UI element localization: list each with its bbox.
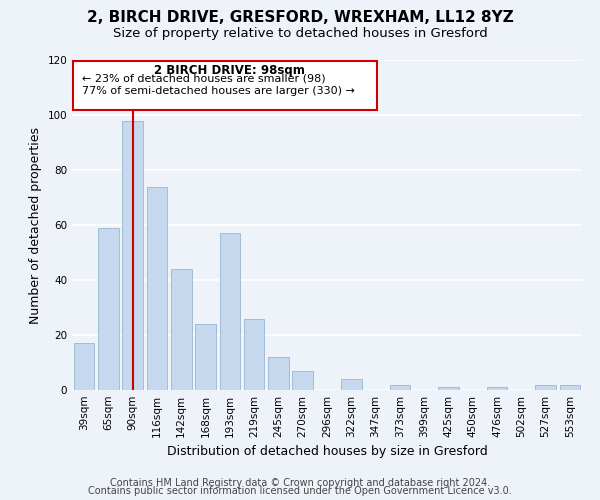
Bar — [438, 387, 459, 390]
Bar — [195, 324, 216, 390]
Bar — [171, 269, 191, 390]
X-axis label: Distribution of detached houses by size in Gresford: Distribution of detached houses by size … — [167, 446, 487, 458]
Text: 77% of semi-detached houses are larger (330) →: 77% of semi-detached houses are larger (… — [82, 86, 355, 96]
Bar — [146, 186, 167, 390]
Bar — [98, 228, 119, 390]
Text: Size of property relative to detached houses in Gresford: Size of property relative to detached ho… — [113, 28, 487, 40]
Bar — [74, 343, 94, 390]
Bar — [487, 387, 508, 390]
Bar — [560, 384, 580, 390]
Bar — [268, 357, 289, 390]
Bar — [122, 120, 143, 390]
Text: 2 BIRCH DRIVE: 98sqm: 2 BIRCH DRIVE: 98sqm — [154, 64, 305, 77]
Bar — [535, 384, 556, 390]
Bar — [341, 379, 362, 390]
Text: Contains public sector information licensed under the Open Government Licence v3: Contains public sector information licen… — [88, 486, 512, 496]
Y-axis label: Number of detached properties: Number of detached properties — [29, 126, 42, 324]
Bar — [244, 318, 265, 390]
Text: Contains HM Land Registry data © Crown copyright and database right 2024.: Contains HM Land Registry data © Crown c… — [110, 478, 490, 488]
Text: ← 23% of detached houses are smaller (98): ← 23% of detached houses are smaller (98… — [82, 74, 325, 84]
Bar — [292, 371, 313, 390]
Bar — [220, 233, 240, 390]
Bar — [389, 384, 410, 390]
FancyBboxPatch shape — [73, 62, 377, 110]
Text: 2, BIRCH DRIVE, GRESFORD, WREXHAM, LL12 8YZ: 2, BIRCH DRIVE, GRESFORD, WREXHAM, LL12 … — [86, 10, 514, 25]
